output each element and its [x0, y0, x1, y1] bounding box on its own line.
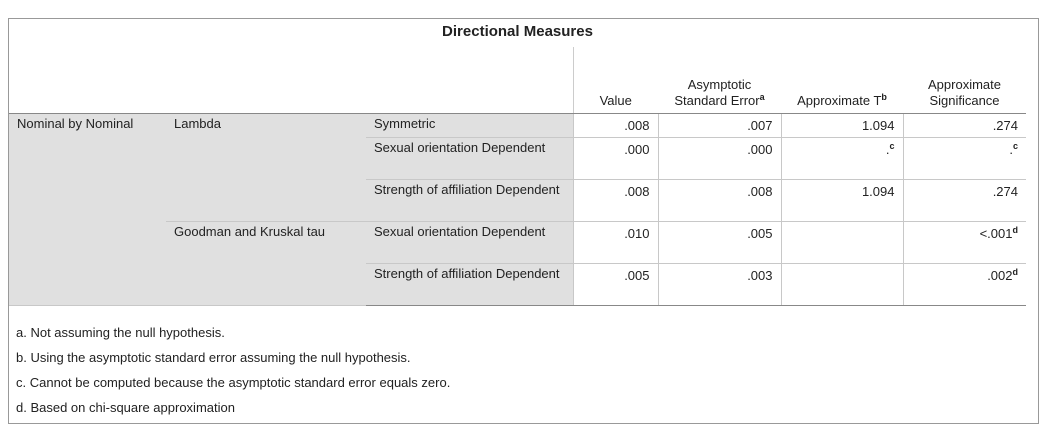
footnote-ref: c: [889, 141, 895, 151]
cell-text: .010: [624, 226, 650, 241]
footnote-ref: d: [1012, 225, 1019, 235]
cell-text: .008: [747, 184, 773, 199]
cell-text: .007: [747, 118, 773, 133]
value-cell: .010: [572, 221, 658, 264]
cell-text: Approximate T: [797, 93, 882, 108]
cell-text: .003: [747, 268, 773, 283]
measures-table: Value Asymptotic Standard Errora Approxima…: [9, 47, 1026, 306]
row-text: Symmetric: [374, 116, 436, 131]
data-row: Sexual orientation Dependent .000.000 .c .c: [9, 137, 1026, 180]
cell-text: .008: [624, 184, 650, 199]
row-text: Sexual orientation Dependent: [374, 140, 546, 155]
value-cell: .002d: [902, 263, 1026, 306]
cell-text: .008: [624, 118, 650, 133]
value-cell: .000: [657, 137, 781, 180]
header-row: Value Asymptotic Standard Errora Approxima…: [9, 47, 1026, 114]
cell-text: Approximate Significance: [928, 77, 1001, 108]
cell-text: .000: [747, 142, 773, 157]
cell-text: .274: [992, 184, 1018, 199]
cell-text: .002: [987, 268, 1013, 283]
data-row: Nominal by Nominal Lambda Symmetric .008 .00…: [9, 113, 1026, 306]
footnotes: a. Not assuming the null hypothesis. b. U…: [9, 325, 450, 425]
cell-text: .274: [992, 118, 1018, 133]
value-cell: .008: [657, 179, 781, 222]
column-header: Approximate Significance: [903, 47, 1026, 114]
value-cell: .003: [657, 263, 781, 306]
footnote: c. Cannot be computed because the asympt…: [16, 375, 451, 390]
value-cell: .008: [572, 179, 658, 222]
value-cell: .005: [572, 263, 658, 306]
footnote-ref: c: [1012, 141, 1018, 151]
value-cell: .c: [780, 137, 903, 180]
value-cell: .274: [902, 179, 1026, 222]
cell-text: 1.094: [861, 118, 895, 133]
value-cell: .c: [902, 137, 1026, 180]
row-label: Strength of affiliation Dependent: [366, 179, 573, 222]
column-header: Asymptotic Standard Errora: [658, 47, 781, 114]
footnote-ref: b: [881, 92, 887, 102]
row-label: Symmetric: [366, 113, 573, 138]
column-header: Approximate Tb: [781, 47, 903, 114]
value-cell: .008: [572, 113, 658, 138]
measure-label: Lambda: [166, 113, 366, 222]
value-cell: 1.094: [780, 113, 903, 138]
footnote: a. Not assuming the null hypothesis.: [16, 325, 225, 340]
cell-text: Asymptotic Standard Error: [674, 77, 760, 108]
row-label: Sexual orientation Dependent: [366, 137, 573, 180]
cell-text: .000: [624, 142, 650, 157]
group-text: Nominal by Nominal: [17, 116, 134, 131]
footnote-ref: a: [759, 92, 765, 102]
value-cell: .005: [657, 221, 781, 264]
data-row: Strength of affiliation Dependent .005 .00…: [9, 263, 1026, 306]
value-cell: 1.094: [780, 179, 903, 222]
column-header: Value: [572, 47, 658, 114]
cell-text: .005: [624, 268, 650, 283]
measure-text: Lambda: [174, 116, 221, 131]
table-title: Directional Measures: [442, 23, 593, 40]
value-cell: [780, 263, 903, 306]
row-text: Strength of affiliation Dependent: [374, 266, 560, 281]
value-cell: [780, 221, 903, 264]
footnote: d. Based on chi-square approximation: [16, 400, 235, 415]
value-cell: <.001d: [902, 221, 1026, 264]
data-row: Strength of affiliation Dependent .008 .00…: [9, 179, 1026, 222]
group-label: Nominal by Nominal: [9, 113, 166, 306]
measure-text: Goodman and Kruskal tau: [174, 224, 326, 239]
cell-text: Value: [599, 93, 632, 108]
cell-text: <.001: [979, 226, 1013, 241]
cell-text: 1.094: [861, 184, 895, 199]
cell-text: .: [1009, 142, 1013, 157]
row-text: Sexual orientation Dependent: [374, 224, 546, 239]
row-text: Strength of affiliation Dependent: [374, 182, 560, 197]
value-cell: .274: [902, 113, 1026, 138]
row-label: Strength of affiliation Dependent: [366, 263, 573, 306]
cell-text: .: [885, 142, 890, 157]
measure-label: Goodman and Kruskal tau: [166, 221, 366, 306]
value-cell: .000: [572, 137, 658, 180]
footnote: b. Using the asymptotic standard error a…: [16, 350, 411, 365]
footnote-ref: d: [1012, 267, 1019, 277]
output-table: Directional Measures Value Asymptotic Sta…: [8, 18, 1039, 424]
value-cell: .007: [657, 113, 781, 138]
data-row: Goodman and Kruskal tau Sexual orientatio…: [9, 221, 1026, 306]
cell-text: .005: [747, 226, 773, 241]
row-label: Sexual orientation Dependent: [366, 221, 573, 264]
